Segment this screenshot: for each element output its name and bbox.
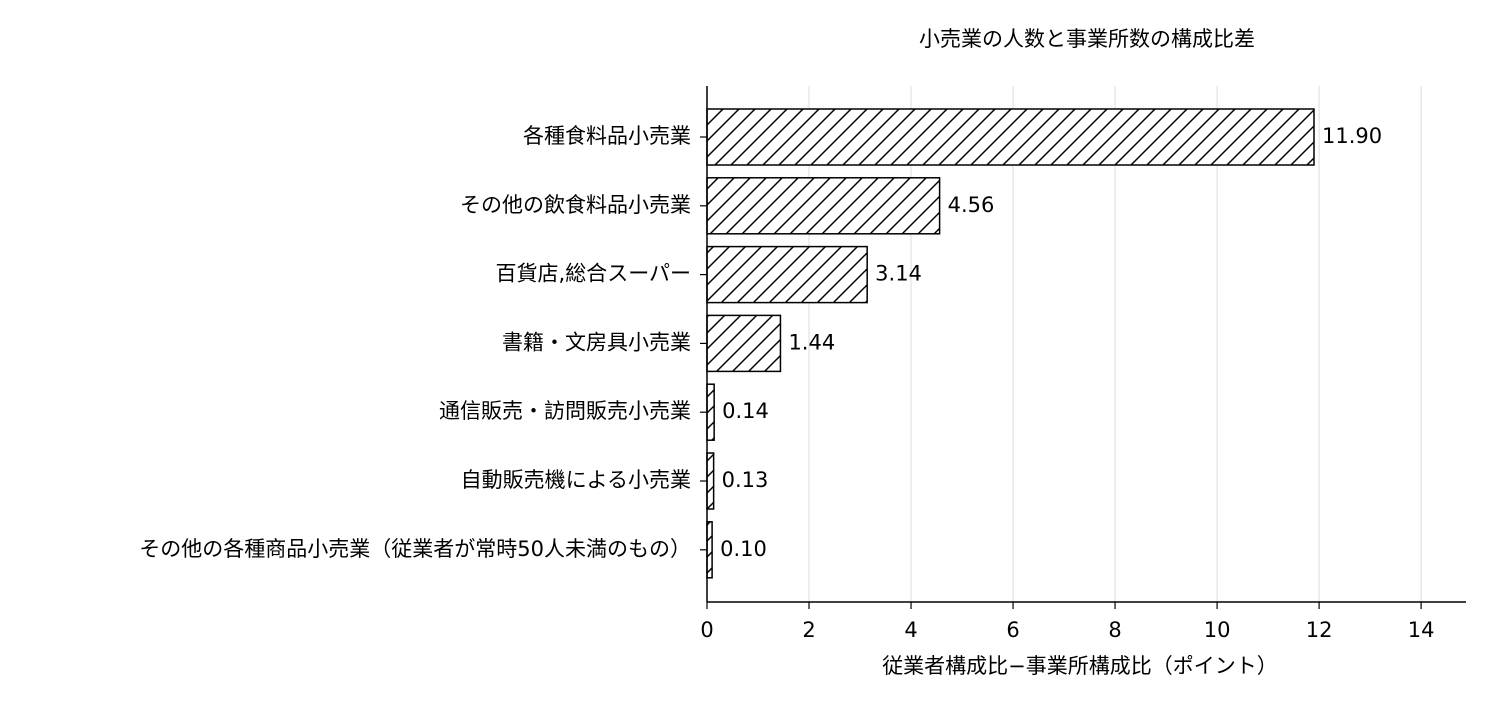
x-tick-label: 12	[1306, 618, 1333, 642]
y-tick-label: 百貨店,総合スーパー	[496, 262, 691, 286]
x-tick-label: 10	[1204, 618, 1231, 642]
x-axis-label: 従業者構成比−事業所構成比（ポイント）	[882, 654, 1278, 678]
x-tick-label: 4	[904, 618, 917, 642]
y-tick-label: その他の飲食料品小売業	[460, 193, 691, 217]
value-label: 4.56	[948, 193, 995, 217]
chart-title: 小売業の人数と事業所数の構成比差	[919, 27, 1255, 51]
x-tick-label: 14	[1408, 618, 1435, 642]
bar-hatch	[706, 108, 1315, 166]
value-label: 11.90	[1322, 124, 1382, 148]
x-tick-label: 2	[802, 618, 815, 642]
y-tick-label: 各種食料品小売業	[523, 124, 691, 148]
value-label: 0.14	[722, 399, 769, 423]
bar-hatch	[706, 177, 941, 235]
x-tick-label: 0	[700, 618, 713, 642]
y-tick-label: 書籍・文房具小売業	[502, 330, 691, 354]
x-tick-label: 8	[1108, 618, 1121, 642]
bar-hatch	[706, 245, 868, 304]
value-label: 3.14	[875, 262, 922, 286]
y-tick-label: その他の各種商品小売業（従業者が常時50人未満のもの）	[139, 537, 691, 561]
value-label: 0.10	[720, 537, 767, 561]
bar-hatch	[706, 383, 715, 441]
y-tick-label: 自動販売機による小売業	[461, 468, 691, 492]
bar-hatch	[706, 521, 713, 579]
y-tick-label: 通信販売・訪問販売小売業	[439, 399, 691, 423]
value-label: 1.44	[788, 330, 835, 354]
bar-hatch	[706, 314, 782, 373]
x-tick-label: 6	[1006, 618, 1019, 642]
value-label: 0.13	[722, 468, 769, 492]
bar-hatch	[706, 452, 715, 510]
